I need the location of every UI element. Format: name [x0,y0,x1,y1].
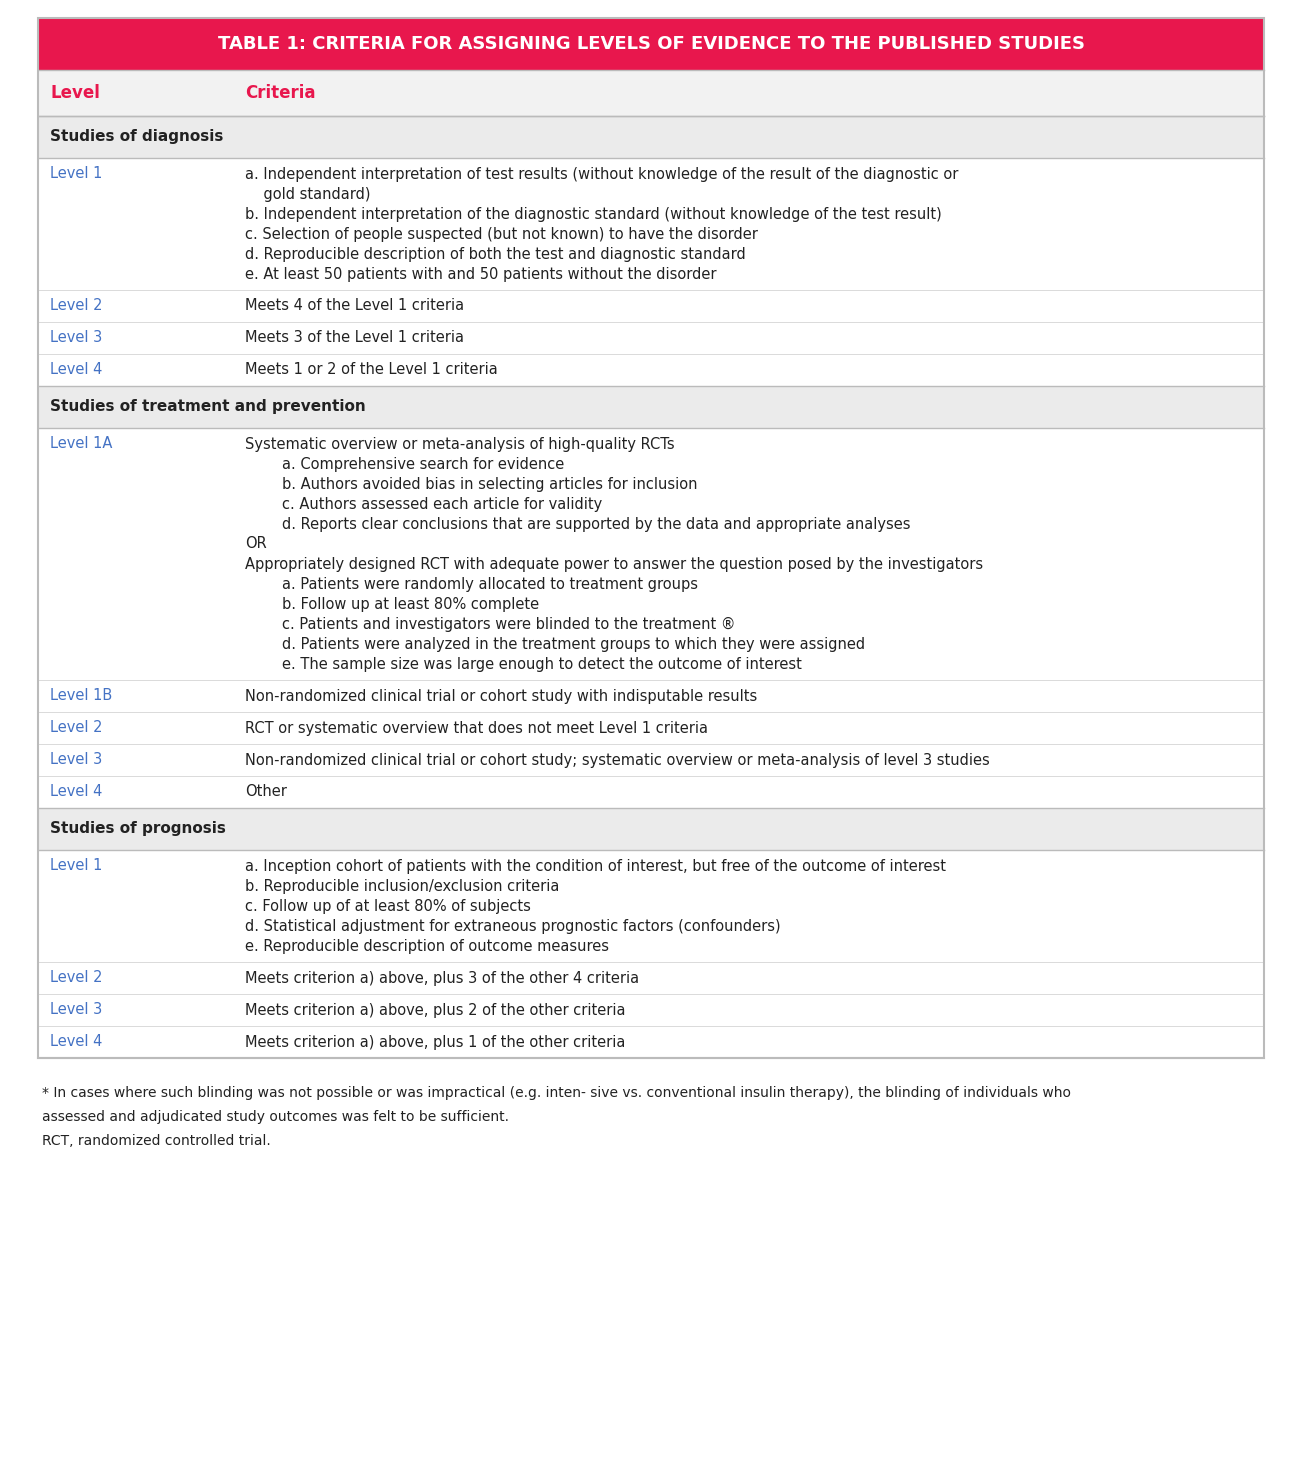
Text: Meets criterion a) above, plus 3 of the other 4 criteria: Meets criterion a) above, plus 3 of the … [245,971,639,986]
Text: e. Reproducible description of outcome measures: e. Reproducible description of outcome m… [245,939,609,953]
Text: e. At least 50 patients with and 50 patients without the disorder: e. At least 50 patients with and 50 pati… [245,267,716,282]
Bar [38,322,1264,354]
Text: Non-randomized clinical trial or cohort study with indisputable results: Non-randomized clinical trial or cohort … [245,688,758,704]
Text: Level 4: Level 4 [49,1035,103,1049]
Text: * In cases where such blinding was not possible or was impractical (e.g. inten- : * In cases where such blinding was not p… [42,1086,1072,1100]
Bar [38,962,1264,993]
Text: b. Authors avoided bias in selecting articles for inclusion: b. Authors avoided bias in selecting art… [245,477,698,492]
Text: Meets 1 or 2 of the Level 1 criteria: Meets 1 or 2 of the Level 1 criteria [245,363,497,378]
Text: Other: Other [245,785,286,800]
Text: b. Follow up at least 80% complete: b. Follow up at least 80% complete [245,596,539,611]
Text: c. Follow up of at least 80% of subjects: c. Follow up of at least 80% of subjects [245,899,531,914]
Bar [38,387,1264,428]
Text: Criteria: Criteria [245,84,315,102]
Text: b. Reproducible inclusion/exclusion criteria: b. Reproducible inclusion/exclusion crit… [245,878,560,893]
Text: Level: Level [49,84,100,102]
Text: Level 3: Level 3 [49,753,103,768]
Text: Meets 4 of the Level 1 criteria: Meets 4 of the Level 1 criteria [245,298,464,313]
Text: c. Patients and investigators were blinded to the treatment ®: c. Patients and investigators were blind… [245,617,736,632]
Bar [38,69,1264,117]
Text: e. The sample size was large enough to detect the outcome of interest: e. The sample size was large enough to d… [245,657,802,672]
Text: Meets criterion a) above, plus 1 of the other criteria: Meets criterion a) above, plus 1 of the … [245,1035,625,1049]
Bar [38,711,1264,744]
Text: Level 3: Level 3 [49,1002,103,1017]
Bar [38,18,1264,69]
Bar [38,993,1264,1026]
Bar [38,289,1264,322]
Text: Meets criterion a) above, plus 2 of the other criteria: Meets criterion a) above, plus 2 of the … [245,1002,625,1017]
Text: Level 2: Level 2 [49,720,103,735]
Text: gold standard): gold standard) [245,186,371,202]
Text: a. Independent interpretation of test results (without knowledge of the result o: a. Independent interpretation of test re… [245,167,958,182]
Text: Level 1B: Level 1B [49,688,112,704]
Text: assessed and adjudicated study outcomes was felt to be sufficient.: assessed and adjudicated study outcomes … [42,1110,509,1125]
Text: Studies of prognosis: Studies of prognosis [49,822,225,837]
Bar [38,117,1264,158]
Text: d. Reports clear conclusions that are supported by the data and appropriate anal: d. Reports clear conclusions that are su… [245,517,910,531]
Text: a. Patients were randomly allocated to treatment groups: a. Patients were randomly allocated to t… [245,577,698,592]
Bar [38,776,1264,807]
Text: Level 4: Level 4 [49,363,103,378]
Bar [38,807,1264,850]
Bar [38,354,1264,387]
Text: Appropriately designed RCT with adequate power to answer the question posed by t: Appropriately designed RCT with adequate… [245,556,983,571]
Text: Level 2: Level 2 [49,971,103,986]
Bar [38,158,1264,289]
Bar [38,680,1264,711]
Text: b. Independent interpretation of the diagnostic standard (without knowledge of t: b. Independent interpretation of the dia… [245,207,941,221]
Text: Level 1: Level 1 [49,167,103,182]
Text: Level 1A: Level 1A [49,437,112,452]
Text: Studies of diagnosis: Studies of diagnosis [49,130,224,145]
Bar [38,744,1264,776]
Text: Non-randomized clinical trial or cohort study; systematic overview or meta-analy: Non-randomized clinical trial or cohort … [245,753,990,768]
Text: d. Patients were analyzed in the treatment groups to which they were assigned: d. Patients were analyzed in the treatme… [245,636,865,651]
Text: Systematic overview or meta-analysis of high-quality RCTs: Systematic overview or meta-analysis of … [245,437,674,452]
Text: d. Statistical adjustment for extraneous prognostic factors (confounders): d. Statistical adjustment for extraneous… [245,918,781,933]
Text: a. Comprehensive search for evidence: a. Comprehensive search for evidence [245,456,564,471]
Text: Meets 3 of the Level 1 criteria: Meets 3 of the Level 1 criteria [245,331,464,345]
Text: Level 2: Level 2 [49,298,103,313]
Text: a. Inception cohort of patients with the condition of interest, but free of the : a. Inception cohort of patients with the… [245,859,947,874]
Text: Level 1: Level 1 [49,859,103,874]
Text: Level 3: Level 3 [49,331,103,345]
Text: RCT or systematic overview that does not meet Level 1 criteria: RCT or systematic overview that does not… [245,720,708,735]
Text: Level 4: Level 4 [49,785,103,800]
Text: RCT, randomized controlled trial.: RCT, randomized controlled trial. [42,1134,271,1148]
Text: TABLE 1: CRITERIA FOR ASSIGNING LEVELS OF EVIDENCE TO THE PUBLISHED STUDIES: TABLE 1: CRITERIA FOR ASSIGNING LEVELS O… [217,35,1085,53]
Text: c. Authors assessed each article for validity: c. Authors assessed each article for val… [245,496,603,512]
Bar [38,850,1264,962]
Text: c. Selection of people suspected (but not known) to have the disorder: c. Selection of people suspected (but no… [245,226,758,242]
Text: d. Reproducible description of both the test and diagnostic standard: d. Reproducible description of both the … [245,246,746,261]
Bar [38,1026,1264,1058]
Text: Studies of treatment and prevention: Studies of treatment and prevention [49,400,366,415]
Bar [38,18,1264,1058]
Text: OR: OR [245,536,267,552]
Bar [38,428,1264,680]
